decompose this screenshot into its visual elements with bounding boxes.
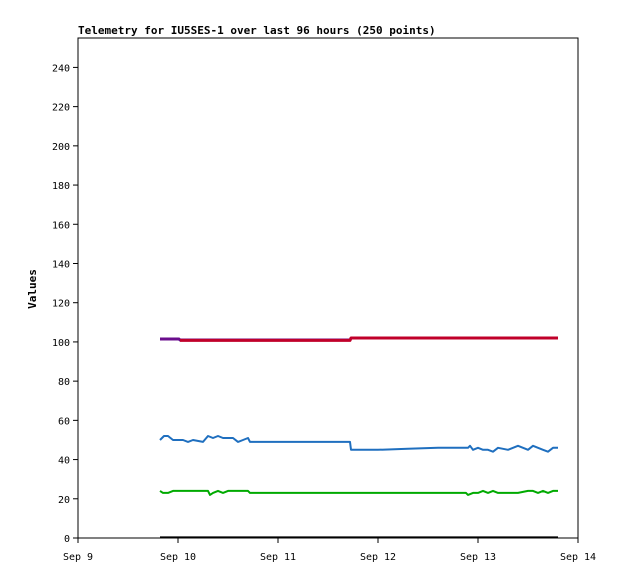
series-line-3 [159,435,558,453]
y-tick-label: 40 [58,456,70,467]
x-tick-label: Sep 13 [460,552,496,563]
y-axis-label: Values [26,269,39,309]
y-tick-label: 200 [52,142,70,153]
series-line-2 [180,336,558,342]
x-tick-label: Sep 11 [260,552,296,563]
y-tick-label: 100 [52,338,70,349]
y-tick-label: 240 [52,63,70,74]
y-tick-label: 140 [52,259,70,270]
y-axis: 0 20 40 60 80 100 120 140 160 180 200 220 240 [52,63,78,545]
y-tick-label: 80 [58,377,70,388]
y-tick-label: 60 [58,416,70,427]
x-tick-label: Sep 12 [360,552,396,563]
y-tick-label: 120 [52,299,70,310]
y-tick-label: 220 [52,103,70,114]
x-tick-label: Sep 14 [560,552,596,563]
series-line-4 [159,489,558,496]
series-layer [159,336,558,539]
y-tick-label: 160 [52,220,70,231]
y-tick-label: 20 [58,495,70,506]
y-tick-label: 180 [52,181,70,192]
y-tick-label: 0 [64,534,70,545]
x-axis: Sep 9 Sep 10 Sep 11 Sep 12 Sep 13 Sep 14 [63,538,596,563]
x-tick-label: Sep 10 [160,552,196,563]
x-tick-label: Sep 9 [63,552,93,563]
plot-frame [77,37,579,539]
chart-title: Telemetry for IU5SES-1 over last 96 hour… [78,24,436,37]
